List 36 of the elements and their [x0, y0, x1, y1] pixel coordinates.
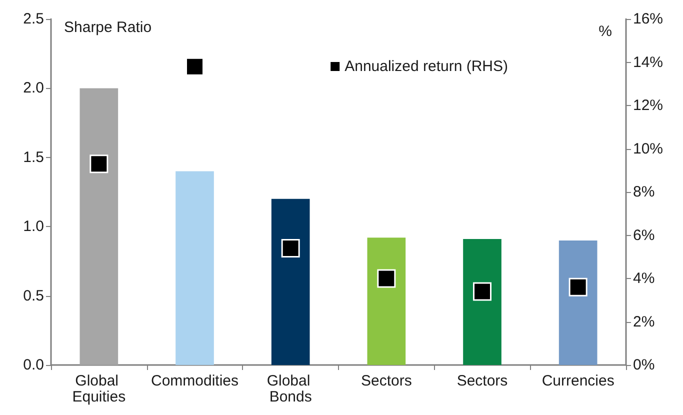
y2-tick-label: 10%	[633, 140, 664, 158]
y2-tick-label: 8%	[633, 184, 655, 200]
point	[473, 282, 492, 301]
point	[568, 278, 588, 296]
x-tick-label: Currencies	[542, 372, 614, 390]
y-tick-label: 2.0	[23, 80, 44, 97]
y2-tick-label: 12%	[633, 97, 664, 114]
x-tick-label: Global Bonds	[266, 372, 314, 406]
bar	[271, 198, 310, 365]
x-tick-label: Global Equities	[72, 372, 126, 406]
legend-label: Annualized return (RHS)	[344, 58, 508, 75]
y2-tick-label: 2%	[633, 313, 655, 330]
y-tick-label: 2.5	[23, 10, 44, 28]
bar	[463, 239, 502, 365]
y-axis-title: Sharpe Ratio	[64, 19, 152, 36]
y2-tick-label: 4%	[633, 270, 655, 287]
y-tick-label: 0.5	[23, 287, 44, 304]
y2-tick-label: 14%	[633, 54, 664, 71]
bar	[176, 171, 214, 365]
y2-tick-label: 16%	[633, 10, 664, 28]
y-tick-label: 1.0	[23, 218, 44, 236]
y-tick-label: 0.0	[23, 356, 44, 374]
bar	[367, 238, 406, 365]
bar	[558, 240, 598, 365]
point	[90, 154, 108, 174]
y2-tick-label: 6%	[633, 226, 655, 244]
y2-tick-label: 0%	[633, 356, 655, 374]
point	[281, 238, 300, 258]
point	[186, 57, 204, 76]
point	[377, 269, 396, 288]
x-tick-label: Sectors	[456, 372, 508, 390]
x-tick-label: Commodities	[150, 372, 239, 390]
y-tick-label: 1.5	[23, 148, 44, 166]
y2-axis-title: %	[598, 23, 612, 40]
bar	[80, 88, 118, 365]
x-tick-label: Sectors	[360, 372, 412, 390]
